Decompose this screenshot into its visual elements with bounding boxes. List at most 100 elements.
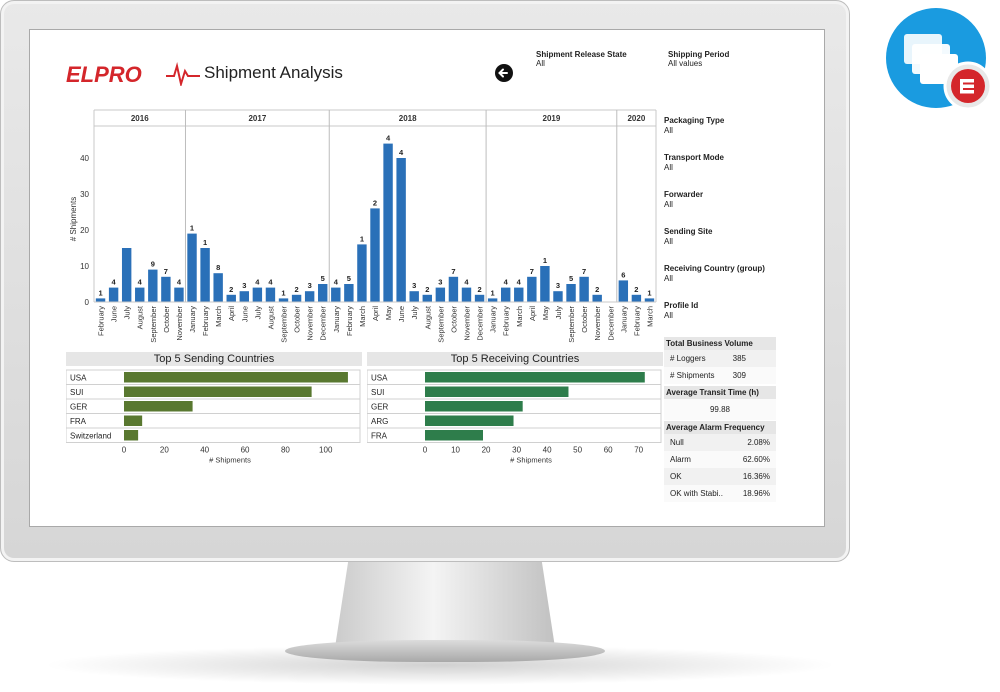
- year-header-label: 2018: [399, 114, 417, 123]
- x-tick-label: July: [554, 306, 563, 320]
- bar-value-label: 1: [647, 288, 651, 297]
- x-tick-label: October: [580, 306, 589, 333]
- bar-value-label: 4: [464, 278, 469, 287]
- x-tick-label: 0: [122, 446, 127, 455]
- kpi-title: Average Alarm Frequency: [664, 421, 776, 434]
- x-tick-label: September: [280, 305, 289, 342]
- filter-label: Transport Mode: [664, 153, 725, 162]
- bar: [631, 294, 642, 302]
- bar: [291, 294, 302, 302]
- category-label: SUI: [371, 388, 384, 397]
- bar: [448, 276, 459, 302]
- category-label: ARG: [371, 417, 388, 426]
- total-business-volume-panel: Total Business Volume # Loggers 385 # Sh…: [664, 337, 776, 384]
- average-transit-time-panel: Average Transit Time (h) 99.88: [664, 386, 776, 420]
- x-tick-label: March: [515, 306, 524, 327]
- bar-value-label: 4: [504, 278, 509, 287]
- top5-sending-panel: Top 5 Sending Countries USA SUI GER FRA Swit…: [65, 352, 362, 489]
- bar: [618, 280, 629, 302]
- filter-packaging-type[interactable]: Packaging Type All: [664, 116, 724, 135]
- kpi-value: 309: [732, 371, 746, 380]
- monitor-base: [285, 640, 605, 662]
- kpi-value: 2.08%: [747, 438, 770, 447]
- x-tick-label: January: [188, 306, 197, 333]
- bar: [124, 415, 143, 426]
- bar-value-label: 3: [556, 281, 560, 290]
- bar: [644, 298, 655, 302]
- y-tick-label: 20: [80, 226, 89, 235]
- bar: [461, 287, 472, 302]
- filter-forwarder[interactable]: Forwarder All: [664, 190, 703, 209]
- x-tick-label: 70: [634, 446, 643, 455]
- kpi-value: 16.36%: [742, 472, 770, 481]
- x-tick-label: January: [332, 306, 341, 333]
- bar-value-label: 4: [177, 278, 182, 287]
- x-tick-label: June: [240, 306, 249, 322]
- x-tick-label: October: [162, 306, 171, 333]
- kpi-title: Average Transit Time (h): [664, 386, 776, 399]
- x-tick-label: November: [306, 306, 315, 341]
- bar: [95, 298, 106, 302]
- filter-value: All: [664, 237, 673, 246]
- bar-value-label: 4: [399, 148, 404, 157]
- bar: [396, 158, 406, 302]
- category-label: FRA: [371, 431, 388, 440]
- bar-value-label: 1: [281, 288, 285, 297]
- x-axis-label: # Shipments: [510, 456, 552, 465]
- bar-value-label: 1: [190, 224, 194, 233]
- bar: [425, 430, 483, 441]
- kpi-label: OK: [670, 472, 682, 481]
- filter-sending-site[interactable]: Sending Site All: [664, 227, 712, 246]
- bar: [409, 291, 419, 302]
- x-tick-label: February: [97, 306, 106, 336]
- year-header-label: 2016: [131, 114, 149, 123]
- x-tick-label: September: [149, 305, 158, 342]
- bar: [425, 401, 523, 412]
- bar: [108, 287, 119, 302]
- x-tick-label: October: [449, 306, 458, 333]
- x-tick-label: 30: [512, 446, 521, 455]
- bar: [592, 294, 602, 302]
- filter-shipment-release-state[interactable]: Shipment Release State All: [536, 50, 627, 68]
- filter-shipping-period[interactable]: Shipping Period All values: [668, 50, 729, 68]
- filter-label: Packaging Type: [664, 116, 725, 125]
- x-tick-label: 10: [451, 446, 460, 455]
- x-tick-label: 60: [604, 446, 613, 455]
- x-tick-label: 100: [319, 446, 333, 455]
- bar: [540, 266, 550, 302]
- year-header-label: 2019: [543, 114, 561, 123]
- bar-value-label: 2: [634, 285, 638, 294]
- year-header-label: 2017: [248, 114, 266, 123]
- bar: [425, 386, 569, 397]
- filter-label: Forwarder: [664, 190, 704, 199]
- bar: [425, 372, 645, 383]
- x-tick-label: February: [502, 306, 511, 336]
- bar: [474, 294, 485, 302]
- bar-value-label: 4: [334, 278, 339, 287]
- bar: [124, 401, 193, 412]
- bar-value-label: 3: [412, 281, 416, 290]
- back-button[interactable]: [495, 64, 513, 82]
- kpi-value: 385: [732, 354, 746, 363]
- filter-transport-mode[interactable]: Transport Mode All: [664, 153, 724, 172]
- x-tick-label: July: [123, 306, 132, 320]
- bar: [124, 430, 139, 441]
- bar: [226, 294, 236, 302]
- category-label: GER: [371, 402, 389, 411]
- bar: [553, 291, 563, 302]
- filter-receiving-country[interactable]: Receiving Country (group) All: [664, 264, 765, 283]
- x-tick-label: February: [201, 306, 210, 336]
- bar-value-label: 8: [216, 263, 220, 272]
- kpi-value: 18.96%: [742, 489, 770, 498]
- bar: [124, 372, 348, 383]
- category-label: USA: [70, 373, 87, 382]
- bar: [357, 244, 367, 302]
- filter-label: Receiving Country (group): [664, 264, 765, 273]
- x-tick-label: 60: [241, 446, 250, 455]
- filter-profile-id[interactable]: Profile Id All: [664, 301, 698, 320]
- bar-value-label: 4: [517, 278, 522, 287]
- x-tick-label: 40: [543, 446, 552, 455]
- bar-value-label: 1: [360, 234, 364, 243]
- dashboard-screen: ELPRO Shipment Analysis Shipment Release…: [29, 29, 825, 527]
- bar-value-label: 3: [438, 278, 442, 287]
